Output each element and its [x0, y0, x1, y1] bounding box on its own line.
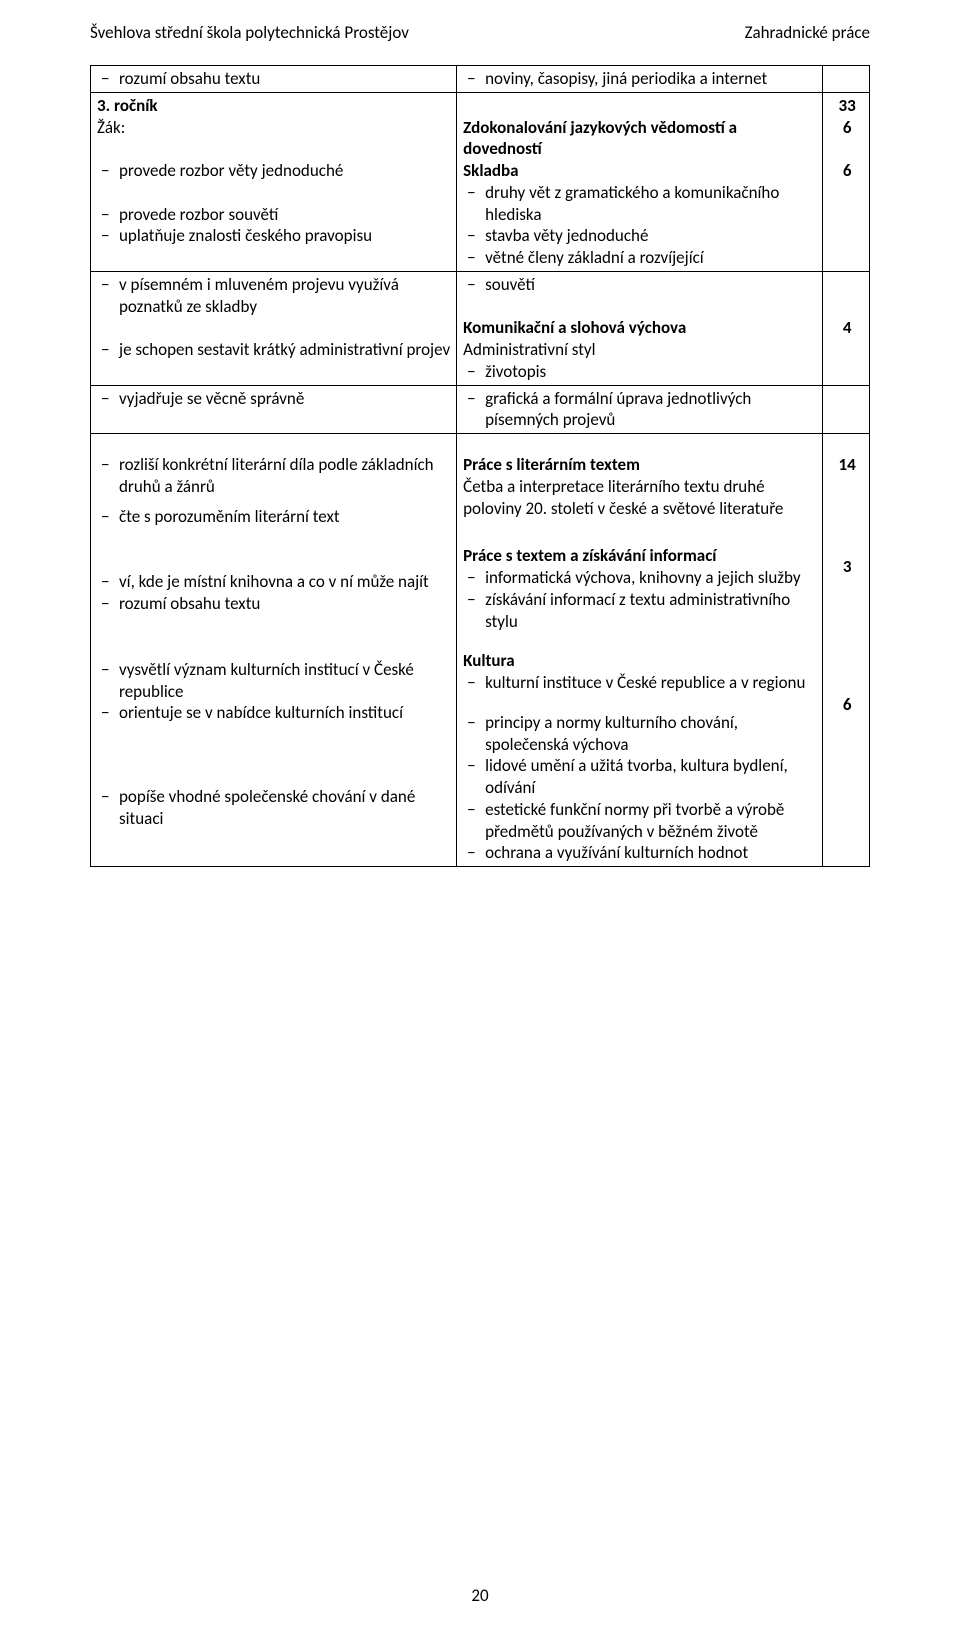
page-number: 20 — [0, 1585, 960, 1606]
section-heading: Komunikační a slohová výchova — [463, 317, 818, 339]
hours-value: 6 — [829, 117, 865, 139]
list-item: principy a normy kulturního chování, spo… — [463, 712, 818, 756]
list-item: rozumí obsahu textu — [97, 593, 452, 615]
list-item: uplatňuje znalosti českého pravopisu — [97, 225, 452, 247]
list-item: lidové umění a užitá tvorba, kultura byd… — [463, 755, 818, 799]
table-row: v písemném i mluveném projevu využívá po… — [91, 271, 870, 385]
list-item: ví, kde je místní knihovna a co v ní můž… — [97, 571, 452, 593]
list-item: rozumí obsahu textu — [97, 68, 452, 90]
hours-value: 6 — [829, 160, 865, 182]
grade-heading: 3. ročník — [97, 95, 452, 117]
list-item: životopis — [463, 361, 818, 383]
list-item: ochrana a využívání kulturních hodnot — [463, 842, 818, 864]
section-heading: Zdokonalování jazykových vědomostí a dov… — [463, 117, 818, 161]
subsection-heading: Administrativní styl — [463, 339, 818, 361]
list-item: druhy vět z gramatického a komunikačního… — [463, 182, 818, 226]
list-item: v písemném i mluveném projevu využívá po… — [97, 274, 452, 318]
curriculum-table: rozumí obsahu textu noviny, časopisy, ji… — [90, 65, 870, 867]
list-item: vyjadřuje se věcně správně — [97, 388, 452, 410]
page-header: Švehlova střední škola polytechnická Pro… — [90, 22, 870, 43]
list-item: kulturní instituce v České republice a v… — [463, 672, 818, 694]
text-block: Četba a interpretace literárního textu d… — [463, 476, 818, 520]
list-item: informatická výchova, knihovny a jejich … — [463, 567, 818, 589]
hours-value: 3 — [829, 556, 865, 578]
list-item: popíše vhodné společenské chování v dané… — [97, 786, 452, 830]
page: Švehlova střední škola polytechnická Pro… — [0, 0, 960, 1634]
table-row: 3. ročník Žák: provede rozbor věty jedno… — [91, 92, 870, 271]
section-heading: Práce s textem a získávání informací — [463, 545, 818, 567]
table-row: rozliší konkrétní literární díla podle z… — [91, 434, 870, 867]
list-item: souvětí — [463, 274, 818, 296]
header-left: Švehlova střední škola polytechnická Pro… — [90, 22, 409, 43]
list-item: provede rozbor věty jednoduché — [97, 160, 452, 182]
list-item: větné členy základní a rozvíjející — [463, 247, 818, 269]
section-heading: Kultura — [463, 650, 818, 672]
list-item: grafická a formální úprava jednotlivých … — [463, 388, 818, 432]
subsection-heading: Skladba — [463, 160, 818, 182]
list-item: získávání informací z textu administrati… — [463, 589, 818, 633]
table-row: vyjadřuje se věcně správně grafická a fo… — [91, 385, 870, 434]
list-item: noviny, časopisy, jiná periodika a inter… — [463, 68, 818, 90]
header-right: Zahradnické práce — [745, 22, 870, 43]
hours-value: 4 — [829, 317, 865, 339]
list-item: orientuje se v nabídce kulturních instit… — [97, 702, 452, 724]
list-item: stavba věty jednoduché — [463, 225, 818, 247]
hours-value: 14 — [829, 454, 865, 476]
list-item: vysvětlí význam kulturních institucí v Č… — [97, 659, 452, 703]
hours-value: 33 — [829, 95, 865, 117]
list-item: rozliší konkrétní literární díla podle z… — [97, 454, 452, 498]
table-row: rozumí obsahu textu noviny, časopisy, ji… — [91, 66, 870, 93]
list-item: čte s porozuměním literární text — [97, 506, 452, 528]
list-item: je schopen sestavit krátký administrativ… — [97, 339, 452, 361]
hours-value: 6 — [829, 694, 865, 716]
section-heading: Práce s literárním textem — [463, 454, 818, 476]
list-item: estetické funkční normy při tvorbě a výr… — [463, 799, 818, 843]
zak-label: Žák: — [97, 117, 452, 139]
list-item: provede rozbor souvětí — [97, 204, 452, 226]
